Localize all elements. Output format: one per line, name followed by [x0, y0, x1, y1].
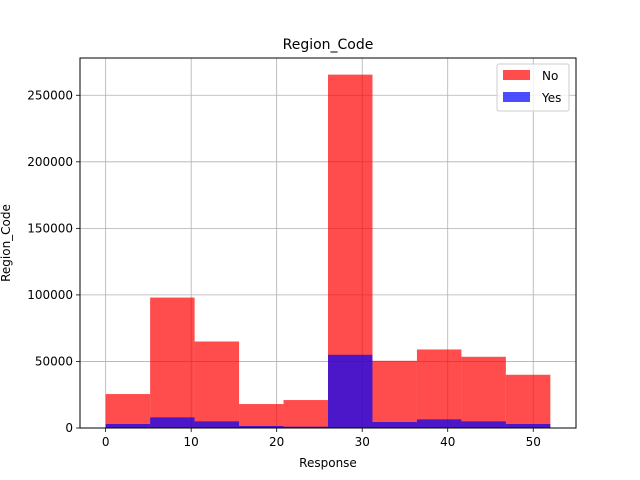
bar-yes-5: [328, 354, 373, 428]
legend-label-no: No: [542, 69, 558, 83]
x-tick-label: 40: [440, 435, 455, 449]
bar-yes-3: [239, 426, 284, 428]
bar-yes-4: [283, 426, 328, 428]
bar-no-1: [150, 297, 195, 428]
x-tick-label: 0: [102, 435, 110, 449]
y-tick-label: 200000: [27, 155, 73, 169]
y-tick-label: 150000: [27, 221, 73, 235]
bar-no-4: [283, 400, 328, 428]
bar-yes-2: [194, 421, 240, 428]
bar-no-8: [461, 356, 506, 428]
bars-group: [105, 74, 551, 428]
axes-frame: [79, 57, 577, 429]
x-tick-label: 10: [184, 435, 199, 449]
bar-yes-9: [505, 424, 551, 428]
bar-yes-6: [372, 422, 417, 428]
x-tick-label: 30: [355, 435, 370, 449]
y-tick-label: 0: [65, 421, 73, 435]
tick-group: 0 10 20 30 40 50 0 50000 100000 150000 200000 25000…: [27, 88, 541, 449]
legend: No Yes: [496, 63, 570, 112]
x-tick-label: 20: [269, 435, 284, 449]
bar-no-7: [416, 349, 462, 428]
y-tick-label: 100000: [27, 288, 73, 302]
bar-yes-7: [416, 419, 462, 428]
y-tick-label: 50000: [35, 354, 73, 368]
bar-no-6: [372, 360, 417, 428]
bar-yes-8: [461, 421, 506, 428]
bar-no-0: [105, 394, 151, 428]
x-tick-label: 50: [526, 435, 541, 449]
legend-swatch-no: [503, 70, 530, 80]
y-axis-label: Region_Code: [0, 204, 13, 282]
chart-title: Region_Code: [283, 37, 374, 53]
y-tick-label: 250000: [27, 88, 73, 102]
legend-swatch-yes: [503, 92, 530, 102]
bar-no-9: [505, 374, 551, 428]
bar-yes-1: [150, 417, 195, 428]
bar-no-2: [194, 341, 240, 428]
bar-yes-0: [105, 424, 151, 428]
legend-label-yes: Yes: [541, 91, 561, 105]
bar-no-3: [239, 404, 284, 428]
x-axis-label: Response: [299, 456, 357, 470]
